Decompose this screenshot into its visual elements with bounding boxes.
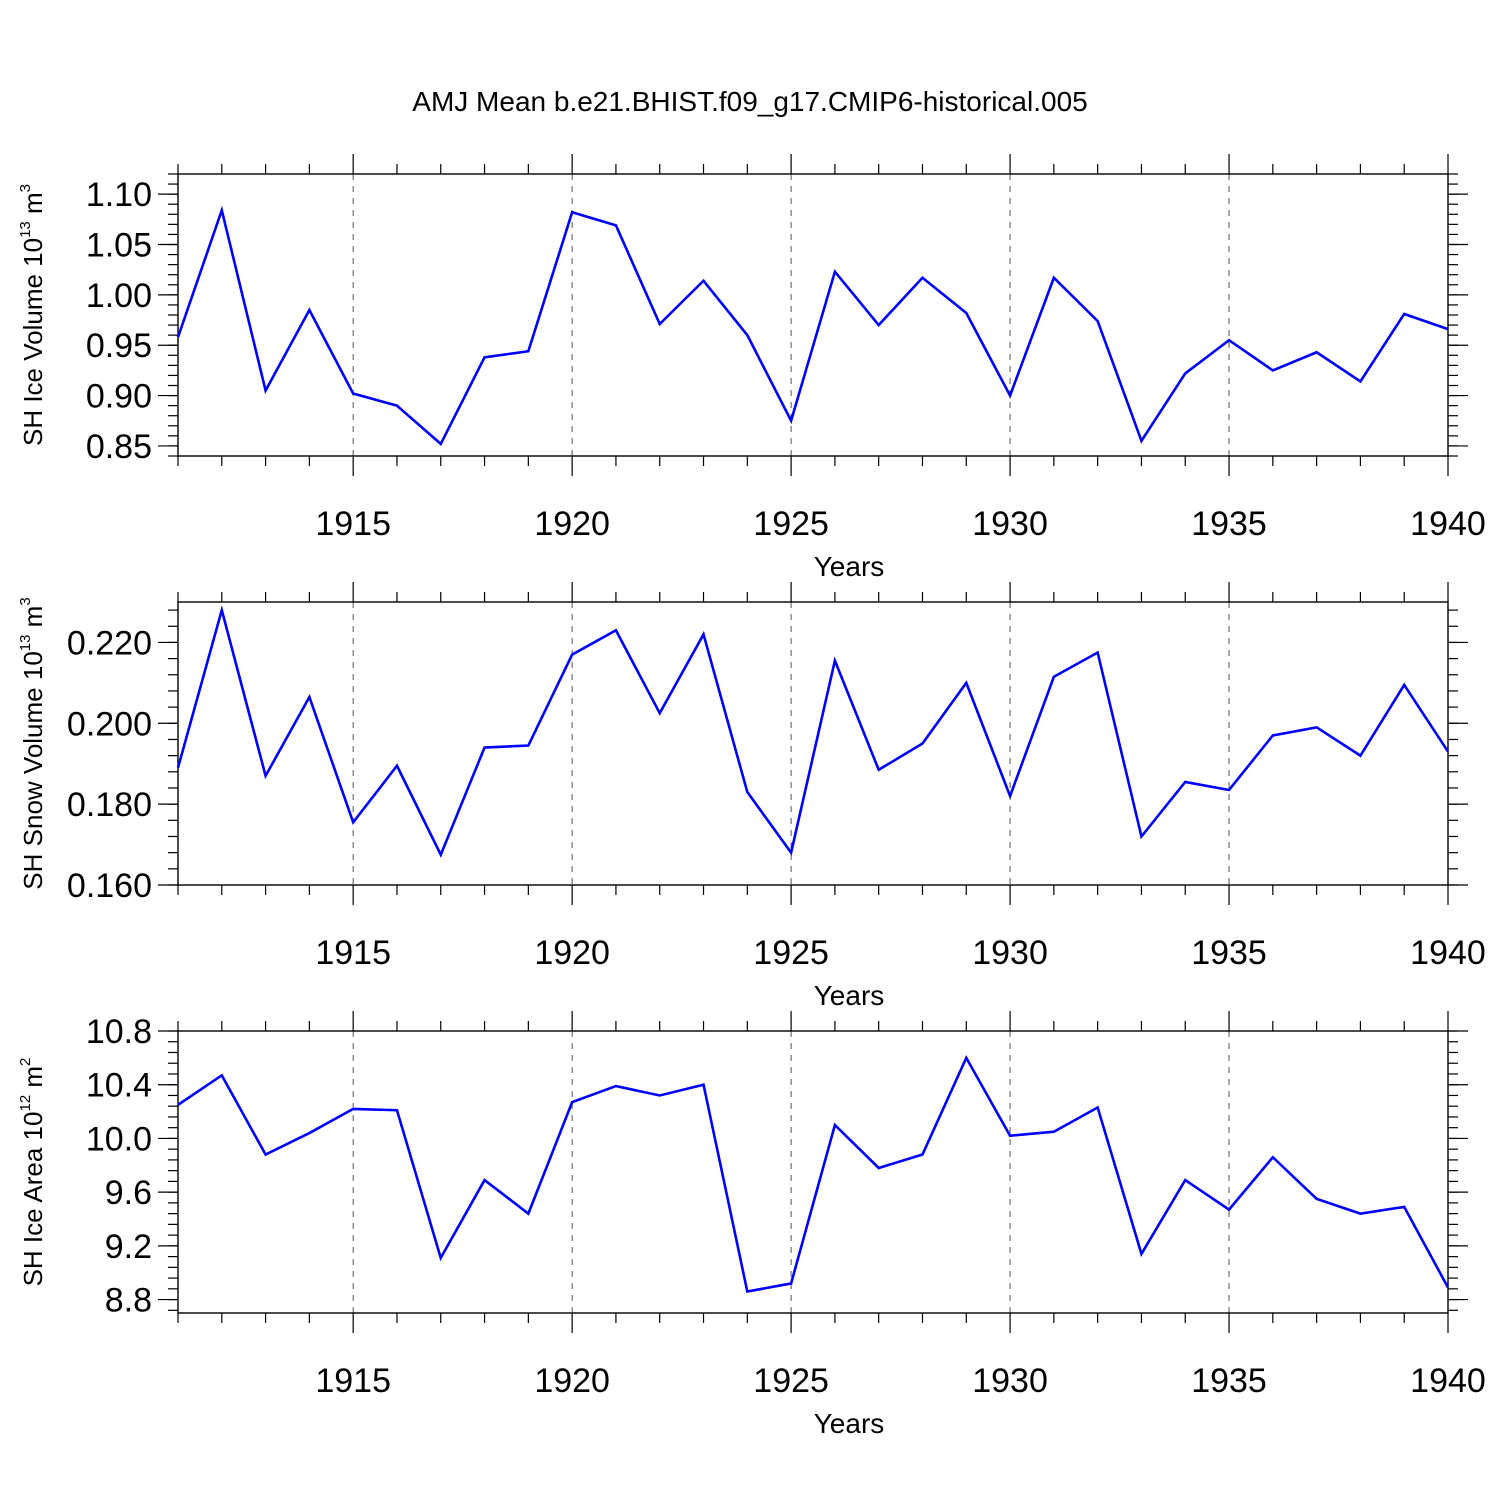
chart-panel-3: 8.8 9.2 9.6 10.0 10.4 10.8 1915 1920 1925 1930 193… [17, 1011, 1486, 1439]
x-axis-label: Years [814, 980, 885, 1011]
y-tick-label: 9.2 [105, 1228, 152, 1266]
x-tick-label: 1920 [534, 1362, 610, 1400]
x-tick-label: 1925 [753, 1362, 829, 1400]
y-tick-label: 8.8 [105, 1282, 152, 1320]
x-tick-label: 1935 [1191, 1362, 1267, 1400]
x-axis-label: Years [814, 1408, 885, 1439]
chart-panel-2: 0.160 0.180 0.200 0.220 1915 1920 1925 1930 1935… [17, 582, 1486, 1011]
y-tick-label: 10.0 [86, 1120, 152, 1158]
x-tick-label: 1940 [1410, 1362, 1486, 1400]
y-tick-label: 0.160 [67, 867, 152, 905]
y-tick-label: 1.05 [86, 227, 152, 265]
plot-frame [177, 173, 1449, 457]
x-tick-label: 1925 [753, 934, 829, 972]
y-tick-label: 0.180 [67, 786, 152, 824]
y-tick-label: 10.4 [86, 1067, 152, 1105]
y-tick-label: 1.00 [86, 277, 152, 315]
chart-panels: 0.85 0.90 0.95 1.00 1.05 1.10 1915 1920 1925 1930… [17, 154, 1486, 1439]
x-tick-label: 1935 [1191, 505, 1267, 543]
x-tick-label: 1940 [1410, 505, 1486, 543]
x-tick-label: 1915 [315, 1362, 391, 1400]
y-tick-label: 0.220 [67, 624, 152, 662]
y-tick-label: 10.8 [86, 1013, 152, 1051]
x-tick-label: 1925 [753, 505, 829, 543]
x-tick-label: 1935 [1191, 934, 1267, 972]
series-line [176, 205, 1449, 446]
x-tick-label: 1930 [972, 1362, 1048, 1400]
plot-frame [177, 1030, 1449, 1314]
y-tick-label: 0.200 [67, 705, 152, 743]
y-axis-label: SH Ice Volume 1013 m3 [17, 184, 48, 446]
y-tick-label: 0.85 [86, 428, 152, 466]
series-line [177, 1054, 1450, 1294]
chart-panel-1: 0.85 0.90 0.95 1.00 1.05 1.10 1915 1920 1925 1930… [17, 154, 1486, 582]
series-line [176, 605, 1450, 858]
x-tick-label: 1920 [534, 505, 610, 543]
y-tick-label: 9.6 [105, 1174, 152, 1212]
chart-title: AMJ Mean b.e21.BHIST.f09_g17.CMIP6-histo… [412, 86, 1087, 117]
x-tick-label: 1930 [972, 505, 1048, 543]
y-axis-label: SH Snow Volume 1013 m3 [17, 597, 48, 889]
y-tick-label: 0.90 [86, 378, 152, 416]
x-tick-label: 1915 [315, 505, 391, 543]
x-tick-label: 1920 [534, 934, 610, 972]
x-axis-label: Years [814, 551, 885, 582]
y-tick-label: 0.95 [86, 327, 152, 365]
plot-frame [177, 601, 1449, 886]
x-tick-label: 1930 [972, 934, 1048, 972]
y-tick-label: 1.10 [86, 176, 152, 214]
y-axis-label: SH Ice Area 1012 m2 [17, 1058, 48, 1287]
x-tick-label: 1915 [315, 934, 391, 972]
x-tick-label: 1940 [1410, 934, 1486, 972]
